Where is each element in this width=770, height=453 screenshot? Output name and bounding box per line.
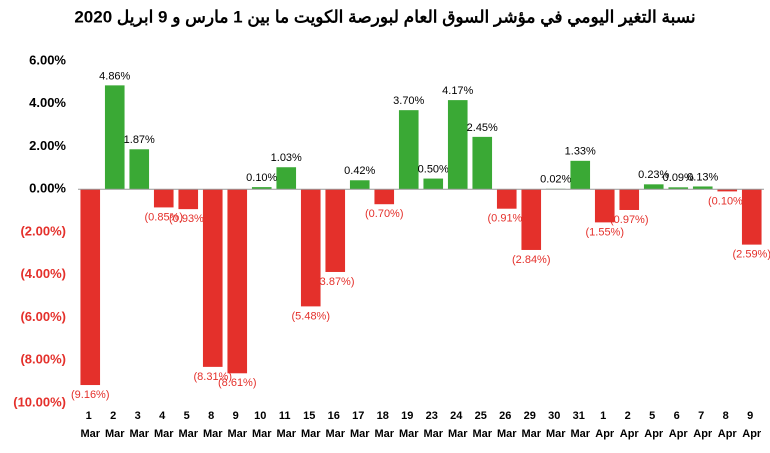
value-label: 2.45% — [467, 122, 498, 134]
value-label: (2.84%) — [512, 254, 551, 266]
x-tick-label: 10 Mar — [252, 410, 272, 440]
value-label: 0.10% — [246, 172, 277, 184]
bar — [741, 189, 762, 245]
x-tick-label: 11 Mar — [276, 410, 296, 440]
bar — [227, 189, 248, 374]
bar — [104, 85, 125, 190]
value-label: 0.42% — [344, 165, 375, 177]
x-tick-label: 6 Apr — [669, 410, 689, 440]
value-label: (8.31%) — [193, 371, 232, 383]
value-label: 4.17% — [442, 85, 473, 97]
bar — [202, 189, 223, 367]
y-tick-label: (8.00%) — [20, 352, 66, 367]
bar — [717, 189, 738, 192]
bar — [80, 189, 101, 386]
bar — [692, 186, 713, 190]
bar — [619, 189, 640, 210]
value-label: 0.50% — [418, 163, 449, 175]
bar — [594, 189, 615, 223]
value-label: 0.23% — [638, 169, 669, 181]
bar — [570, 160, 591, 190]
value-label: 1.87% — [124, 134, 155, 146]
x-tick-label: 24 Mar — [448, 410, 468, 440]
value-label: 4.86% — [99, 70, 130, 82]
y-tick-label: (4.00%) — [20, 266, 66, 281]
y-tick-label: 4.00% — [29, 95, 66, 110]
x-tick-label: 17 Mar — [350, 410, 370, 440]
bar — [668, 187, 689, 190]
bar — [423, 178, 444, 190]
x-tick-label: 23 Mar — [423, 410, 443, 440]
x-tick-label: 31 Mar — [570, 410, 590, 440]
x-tick-label: 4 Mar — [154, 410, 174, 440]
value-label: 0.09% — [663, 172, 694, 184]
x-tick-label: 1 Apr — [595, 410, 615, 440]
bar — [349, 180, 370, 190]
x-tick-label: 29 Mar — [521, 410, 541, 440]
y-tick-label: 0.00% — [29, 181, 66, 196]
y-tick-label: (10.00%) — [13, 394, 66, 409]
x-tick-label: 3 Mar — [129, 410, 149, 440]
value-label: 3.70% — [393, 95, 424, 107]
x-tick-label: 9 Apr — [742, 410, 762, 440]
x-tick-label: 19 Mar — [399, 410, 419, 440]
x-tick-label: 2 Apr — [620, 410, 640, 440]
value-label: (0.85%) — [144, 211, 183, 223]
bar — [153, 189, 174, 208]
bar — [276, 167, 297, 190]
value-label: (0.91%) — [487, 213, 526, 225]
bar — [178, 189, 199, 210]
x-tick-label: 5 Mar — [178, 410, 198, 440]
y-tick-label: (6.00%) — [20, 309, 66, 324]
value-label: 0.02% — [540, 174, 571, 186]
chart-title: نسبة التغير اليومي في مؤشر السوق العام ل… — [74, 7, 695, 27]
bar — [374, 189, 395, 205]
x-tick-label: 18 Mar — [374, 410, 394, 440]
x-tick-label: 9 Mar — [227, 410, 247, 440]
x-tick-label: 1 Mar — [80, 410, 100, 440]
x-tick-label: 30 Mar — [546, 410, 566, 440]
x-tick-label: 2 Mar — [105, 410, 125, 440]
value-label: 1.03% — [271, 152, 302, 164]
x-tick-label: 8 Mar — [203, 410, 223, 440]
y-tick-label: (2.00%) — [20, 223, 66, 238]
bar — [472, 136, 493, 190]
y-tick-label: 2.00% — [29, 138, 66, 153]
x-tick-label: 7 Apr — [693, 410, 713, 440]
bar — [251, 187, 272, 190]
y-tick-label: 6.00% — [29, 52, 66, 67]
bar — [643, 184, 664, 190]
bar — [398, 110, 419, 190]
x-tick-label: 16 Mar — [325, 410, 345, 440]
value-label: (0.97%) — [610, 214, 649, 226]
value-label: (9.16%) — [71, 389, 110, 401]
value-label: (3.87%) — [316, 276, 355, 288]
value-label: (5.48%) — [291, 310, 330, 322]
bar — [129, 149, 150, 190]
value-label: 0.13% — [687, 171, 718, 183]
bar — [496, 189, 517, 209]
bar — [521, 189, 542, 250]
bar — [325, 189, 346, 272]
value-label: (2.59%) — [732, 249, 770, 261]
value-label: (8.61%) — [218, 377, 257, 389]
x-tick-label: 15 Mar — [301, 410, 321, 440]
bar — [300, 189, 321, 307]
value-label: (1.55%) — [585, 226, 624, 238]
bar — [447, 100, 468, 190]
value-label: (0.10%) — [708, 195, 747, 207]
x-tick-label: 5 Apr — [644, 410, 664, 440]
x-tick-label: 25 Mar — [472, 410, 492, 440]
value-label: 1.33% — [565, 146, 596, 158]
value-label: (0.93%) — [169, 213, 208, 225]
value-label: (0.70%) — [365, 208, 404, 220]
x-tick-label: 26 Mar — [497, 410, 517, 440]
x-tick-label: 8 Apr — [718, 410, 738, 440]
